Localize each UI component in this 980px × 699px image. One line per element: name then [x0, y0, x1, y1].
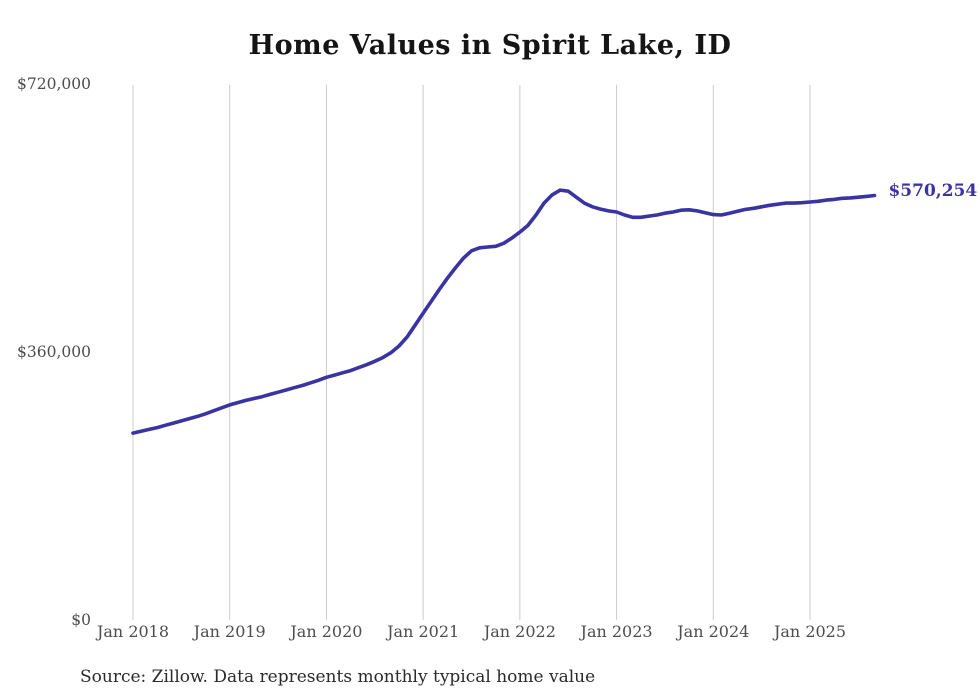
source-note: Source: Zillow. Data represents monthly … — [80, 667, 596, 687]
x-tick-label: Jan 2018 — [96, 622, 170, 641]
x-tick-label: Jan 2019 — [193, 622, 266, 641]
x-tick-label: Jan 2023 — [580, 622, 653, 641]
year-gridlines — [132, 85, 811, 620]
x-tick-label: Jan 2024 — [677, 622, 750, 641]
y-tick-label: $0 — [71, 611, 91, 629]
y-tick-label: $360,000 — [17, 343, 91, 361]
home-value-line — [131, 188, 877, 435]
x-tick-label: Jan 2021 — [387, 622, 460, 641]
x-tick-label: Jan 2025 — [773, 622, 847, 641]
chart-title: Home Values in Spirit Lake, ID — [248, 30, 732, 61]
latest-value-label: $570,254 — [888, 181, 978, 202]
y-tick-label: $720,000 — [17, 75, 91, 93]
x-tick-label: Jan 2022 — [483, 622, 556, 641]
x-tick-label: Jan 2020 — [290, 622, 363, 641]
